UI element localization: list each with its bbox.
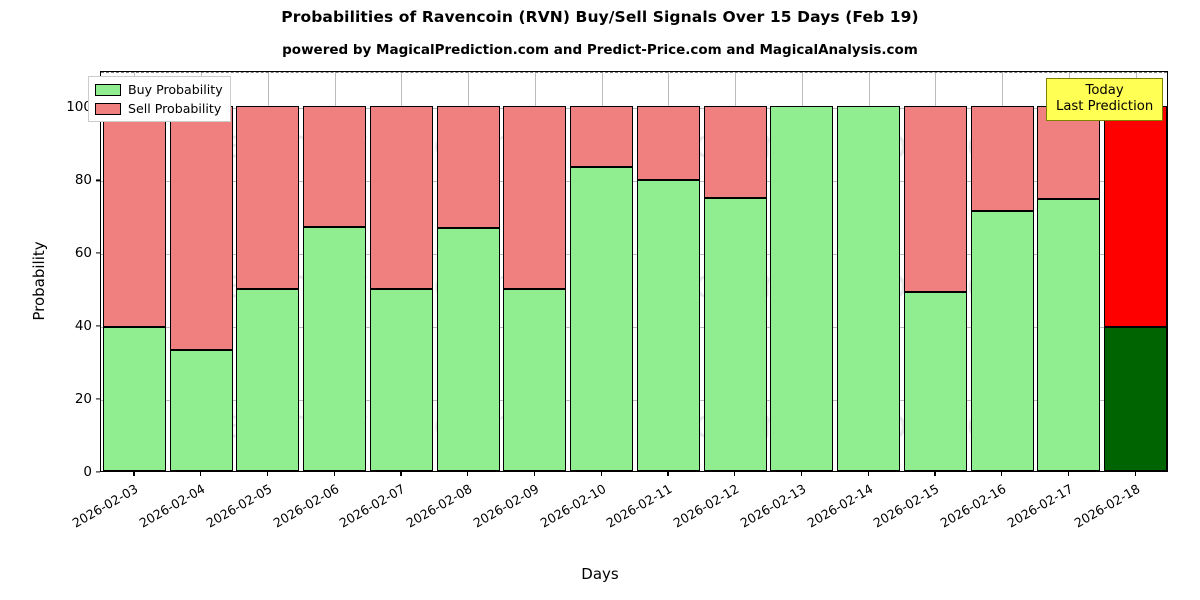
y-tick-label-80: 80 [74,172,92,189]
bar-segment-sell[interactable] [503,106,567,289]
bar-group[interactable] [169,72,233,471]
legend-label: Buy Probability [128,82,223,97]
x-tick-mark [200,472,202,476]
bar-segment-buy[interactable] [236,288,300,471]
threshold-line [101,72,1167,73]
chart-legend: Buy Probability Sell Probability [88,76,231,122]
x-tick-mark [333,472,335,476]
bar-segment-buy[interactable] [1037,199,1101,471]
bar-group[interactable] [1104,72,1167,471]
bar-segment-sell[interactable] [1037,106,1101,200]
x-tick-mark [734,472,736,476]
x-tick-mark [467,472,469,476]
x-tick-mark [1001,472,1003,476]
bar-group[interactable] [903,72,967,471]
bar-group[interactable] [236,72,300,471]
bar-segment-buy[interactable] [970,211,1034,471]
bar-segment-buy[interactable] [369,288,433,471]
x-tick-mark [600,472,602,476]
bar-segment-sell[interactable] [169,106,233,351]
bar-group[interactable] [703,72,767,471]
x-tick-mark [800,472,803,476]
x-tick-mark [867,472,869,476]
legend-item[interactable]: Buy Probability [95,82,223,97]
bar-segment-sell[interactable] [903,106,967,293]
legend-item[interactable]: Sell Probability [95,101,223,116]
chart-title: Probabilities of Ravencoin (RVN) Buy/Sel… [281,8,919,26]
bar-group[interactable] [503,72,567,471]
bar-segment-buy[interactable] [436,228,500,471]
legend-label: Sell Probability [128,101,222,116]
bar-segment-buy[interactable] [102,327,166,471]
bar-segment-buy[interactable] [837,106,901,471]
bar-group[interactable] [1037,72,1101,471]
today-label-line2: Last Prediction [1056,99,1154,115]
y-tick-label-60: 60 [74,245,92,262]
y-tick-mark [96,179,100,181]
bar-segment-sell[interactable] [703,106,767,198]
x-tick-mark [1134,472,1136,476]
bar-segment-buy[interactable] [303,227,367,471]
x-tick-mark [934,472,936,476]
x-tick-mark [667,472,669,476]
y-tick-label-20: 20 [74,391,92,408]
bar-group[interactable] [369,72,433,471]
y-tick-label-100: 100 [66,99,92,116]
y-tick-label-0: 0 [83,464,92,480]
bar-segment-buy[interactable] [770,106,834,471]
bar-segment-buy[interactable] [503,288,567,471]
y-tick-mark [96,471,100,473]
bar-segment-sell[interactable] [236,106,300,289]
bar-group[interactable] [770,72,834,471]
gridline-y-100 [101,108,1167,110]
bar-segment-sell[interactable] [369,106,433,289]
y-tick-mark [96,325,100,327]
bar-group[interactable] [436,72,500,471]
y-tick-mark [96,252,100,254]
legend-swatch-icon [95,83,121,96]
today-label-line1: Today [1085,83,1124,98]
bar-segment-sell[interactable] [102,106,166,328]
chart-subtitle: powered by MagicalPrediction.com and Pre… [282,42,918,58]
gridline-y-20 [101,400,1167,402]
x-tick-mark [266,472,269,476]
x-tick-mark [533,472,536,476]
y-tick-mark [96,398,100,400]
bar-segment-buy[interactable] [903,292,967,471]
gridline-y-80 [101,181,1167,183]
x-tick-mark [133,472,135,476]
bar-group[interactable] [970,72,1034,471]
bar-segment-buy[interactable] [1104,327,1167,471]
bar-segment-sell[interactable] [636,106,700,181]
bar-segment-sell[interactable] [436,106,500,229]
bar-segment-buy[interactable] [703,197,767,471]
today-annotation: Today Last Prediction [1046,78,1164,122]
bar-segment-buy[interactable] [636,180,700,471]
bar-group[interactable] [102,72,166,471]
bar-segment-sell[interactable] [970,106,1034,212]
legend-swatch-icon [95,102,121,115]
y-axis-label: Probability [30,241,48,321]
x-tick-mark [400,472,402,476]
bar-group[interactable] [303,72,367,471]
bar-group[interactable] [570,72,634,471]
bar-segment-sell[interactable] [303,106,367,228]
x-tick-mark [1067,472,1070,476]
bar-group[interactable] [636,72,700,471]
x-axis-label: Days [581,565,619,583]
bar-segment-buy[interactable] [169,350,233,471]
y-tick-label-40: 40 [74,318,92,335]
bar-segment-sell[interactable] [570,106,634,168]
gridline-y-40 [101,327,1167,329]
gridline-y-60 [101,254,1167,256]
bar-group[interactable] [837,72,901,471]
bar-segment-sell[interactable] [1104,106,1167,328]
bar-segment-buy[interactable] [570,167,634,471]
